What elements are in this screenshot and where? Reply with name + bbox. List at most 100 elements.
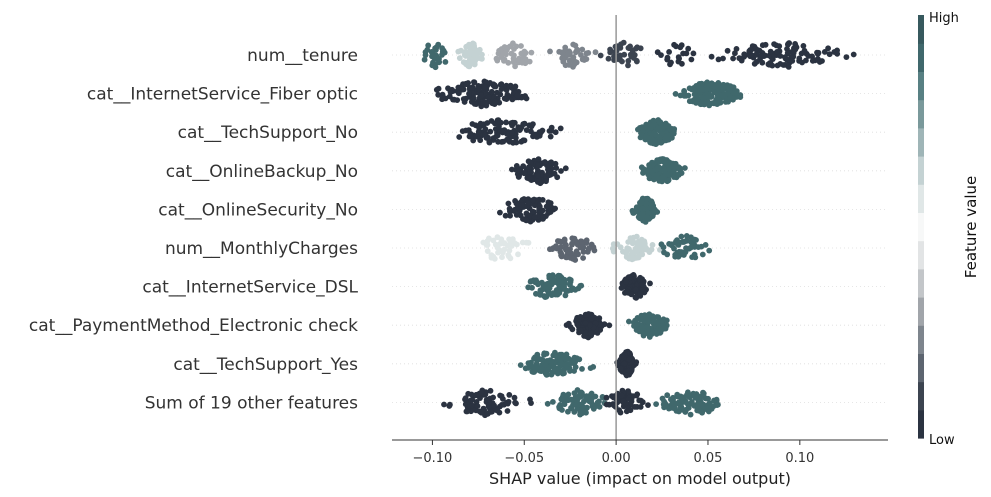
data-point <box>834 47 840 54</box>
data-point <box>494 234 501 241</box>
data-point <box>544 400 551 407</box>
data-point <box>753 46 759 52</box>
data-point <box>746 48 753 55</box>
data-point <box>566 62 573 68</box>
data-point <box>784 56 790 63</box>
data-point <box>456 55 463 61</box>
data-point <box>633 294 639 301</box>
data-point <box>534 172 541 179</box>
data-point <box>814 49 820 56</box>
data-point <box>588 315 595 322</box>
data-point <box>451 96 458 103</box>
data-point <box>530 277 537 284</box>
data-point <box>670 397 676 403</box>
data-point <box>542 159 548 165</box>
data-point <box>690 86 697 93</box>
data-point <box>570 54 577 61</box>
data-point <box>563 287 569 294</box>
data-point <box>603 401 610 408</box>
data-point <box>655 314 662 321</box>
x-tick-label: 0.05 <box>693 451 722 466</box>
data-point <box>719 84 726 91</box>
data-point <box>793 44 800 51</box>
data-point <box>517 362 524 368</box>
data-point <box>425 42 432 49</box>
data-point <box>629 207 636 214</box>
data-point <box>633 233 640 240</box>
data-point <box>677 44 684 51</box>
data-point <box>455 90 462 97</box>
data-point <box>587 365 594 371</box>
data-point <box>468 133 474 140</box>
data-point <box>800 43 807 49</box>
data-point <box>675 54 682 60</box>
data-point <box>462 395 469 401</box>
data-point <box>545 168 552 175</box>
data-point <box>464 408 471 415</box>
data-point <box>623 278 630 285</box>
data-point <box>614 241 621 248</box>
colorbar-segment <box>918 268 924 298</box>
data-point <box>433 47 439 53</box>
data-point <box>441 401 447 408</box>
data-point <box>685 389 691 396</box>
data-point <box>508 50 515 57</box>
x-tick-label: −0.05 <box>504 451 544 466</box>
data-point <box>645 319 652 326</box>
data-point <box>575 322 581 328</box>
colorbar-segment <box>918 156 924 185</box>
data-point <box>616 55 623 62</box>
data-point <box>558 396 565 403</box>
data-point <box>517 126 524 132</box>
data-point <box>580 249 587 255</box>
data-point <box>664 54 671 61</box>
data-point <box>433 86 440 93</box>
data-point <box>711 397 717 404</box>
data-point <box>530 197 536 204</box>
data-point <box>672 91 679 97</box>
data-point <box>562 165 569 172</box>
data-point <box>637 290 644 297</box>
data-point <box>506 236 512 243</box>
data-point <box>515 251 521 258</box>
data-point <box>562 292 569 299</box>
data-point <box>578 282 585 289</box>
data-point <box>439 95 446 102</box>
data-point <box>513 163 520 169</box>
data-point <box>568 360 575 366</box>
data-point <box>647 280 653 287</box>
colorbar-segment <box>918 184 924 213</box>
data-point <box>583 50 590 57</box>
data-point <box>579 366 585 372</box>
data-point <box>579 408 586 415</box>
data-point <box>459 128 466 135</box>
data-point <box>623 408 630 415</box>
data-point <box>649 159 655 166</box>
data-point <box>825 45 831 52</box>
data-point <box>809 57 816 64</box>
data-point <box>564 246 570 253</box>
data-point <box>497 392 503 399</box>
data-point <box>539 197 546 203</box>
data-point <box>653 330 660 336</box>
data-point <box>468 397 475 404</box>
data-point <box>531 369 538 375</box>
data-point <box>590 405 597 412</box>
data-point <box>643 136 649 143</box>
data-point <box>535 168 541 174</box>
data-point <box>582 396 589 403</box>
data-point <box>565 320 572 327</box>
data-point <box>421 56 428 63</box>
data-point <box>578 52 584 58</box>
data-point <box>570 285 576 292</box>
data-point <box>577 244 584 251</box>
data-point <box>635 126 641 133</box>
colorbar <box>918 15 924 439</box>
data-point <box>435 91 442 98</box>
data-point <box>628 53 635 60</box>
data-point <box>509 129 515 136</box>
data-point <box>653 166 659 173</box>
data-point <box>596 398 602 405</box>
data-point <box>518 202 525 209</box>
